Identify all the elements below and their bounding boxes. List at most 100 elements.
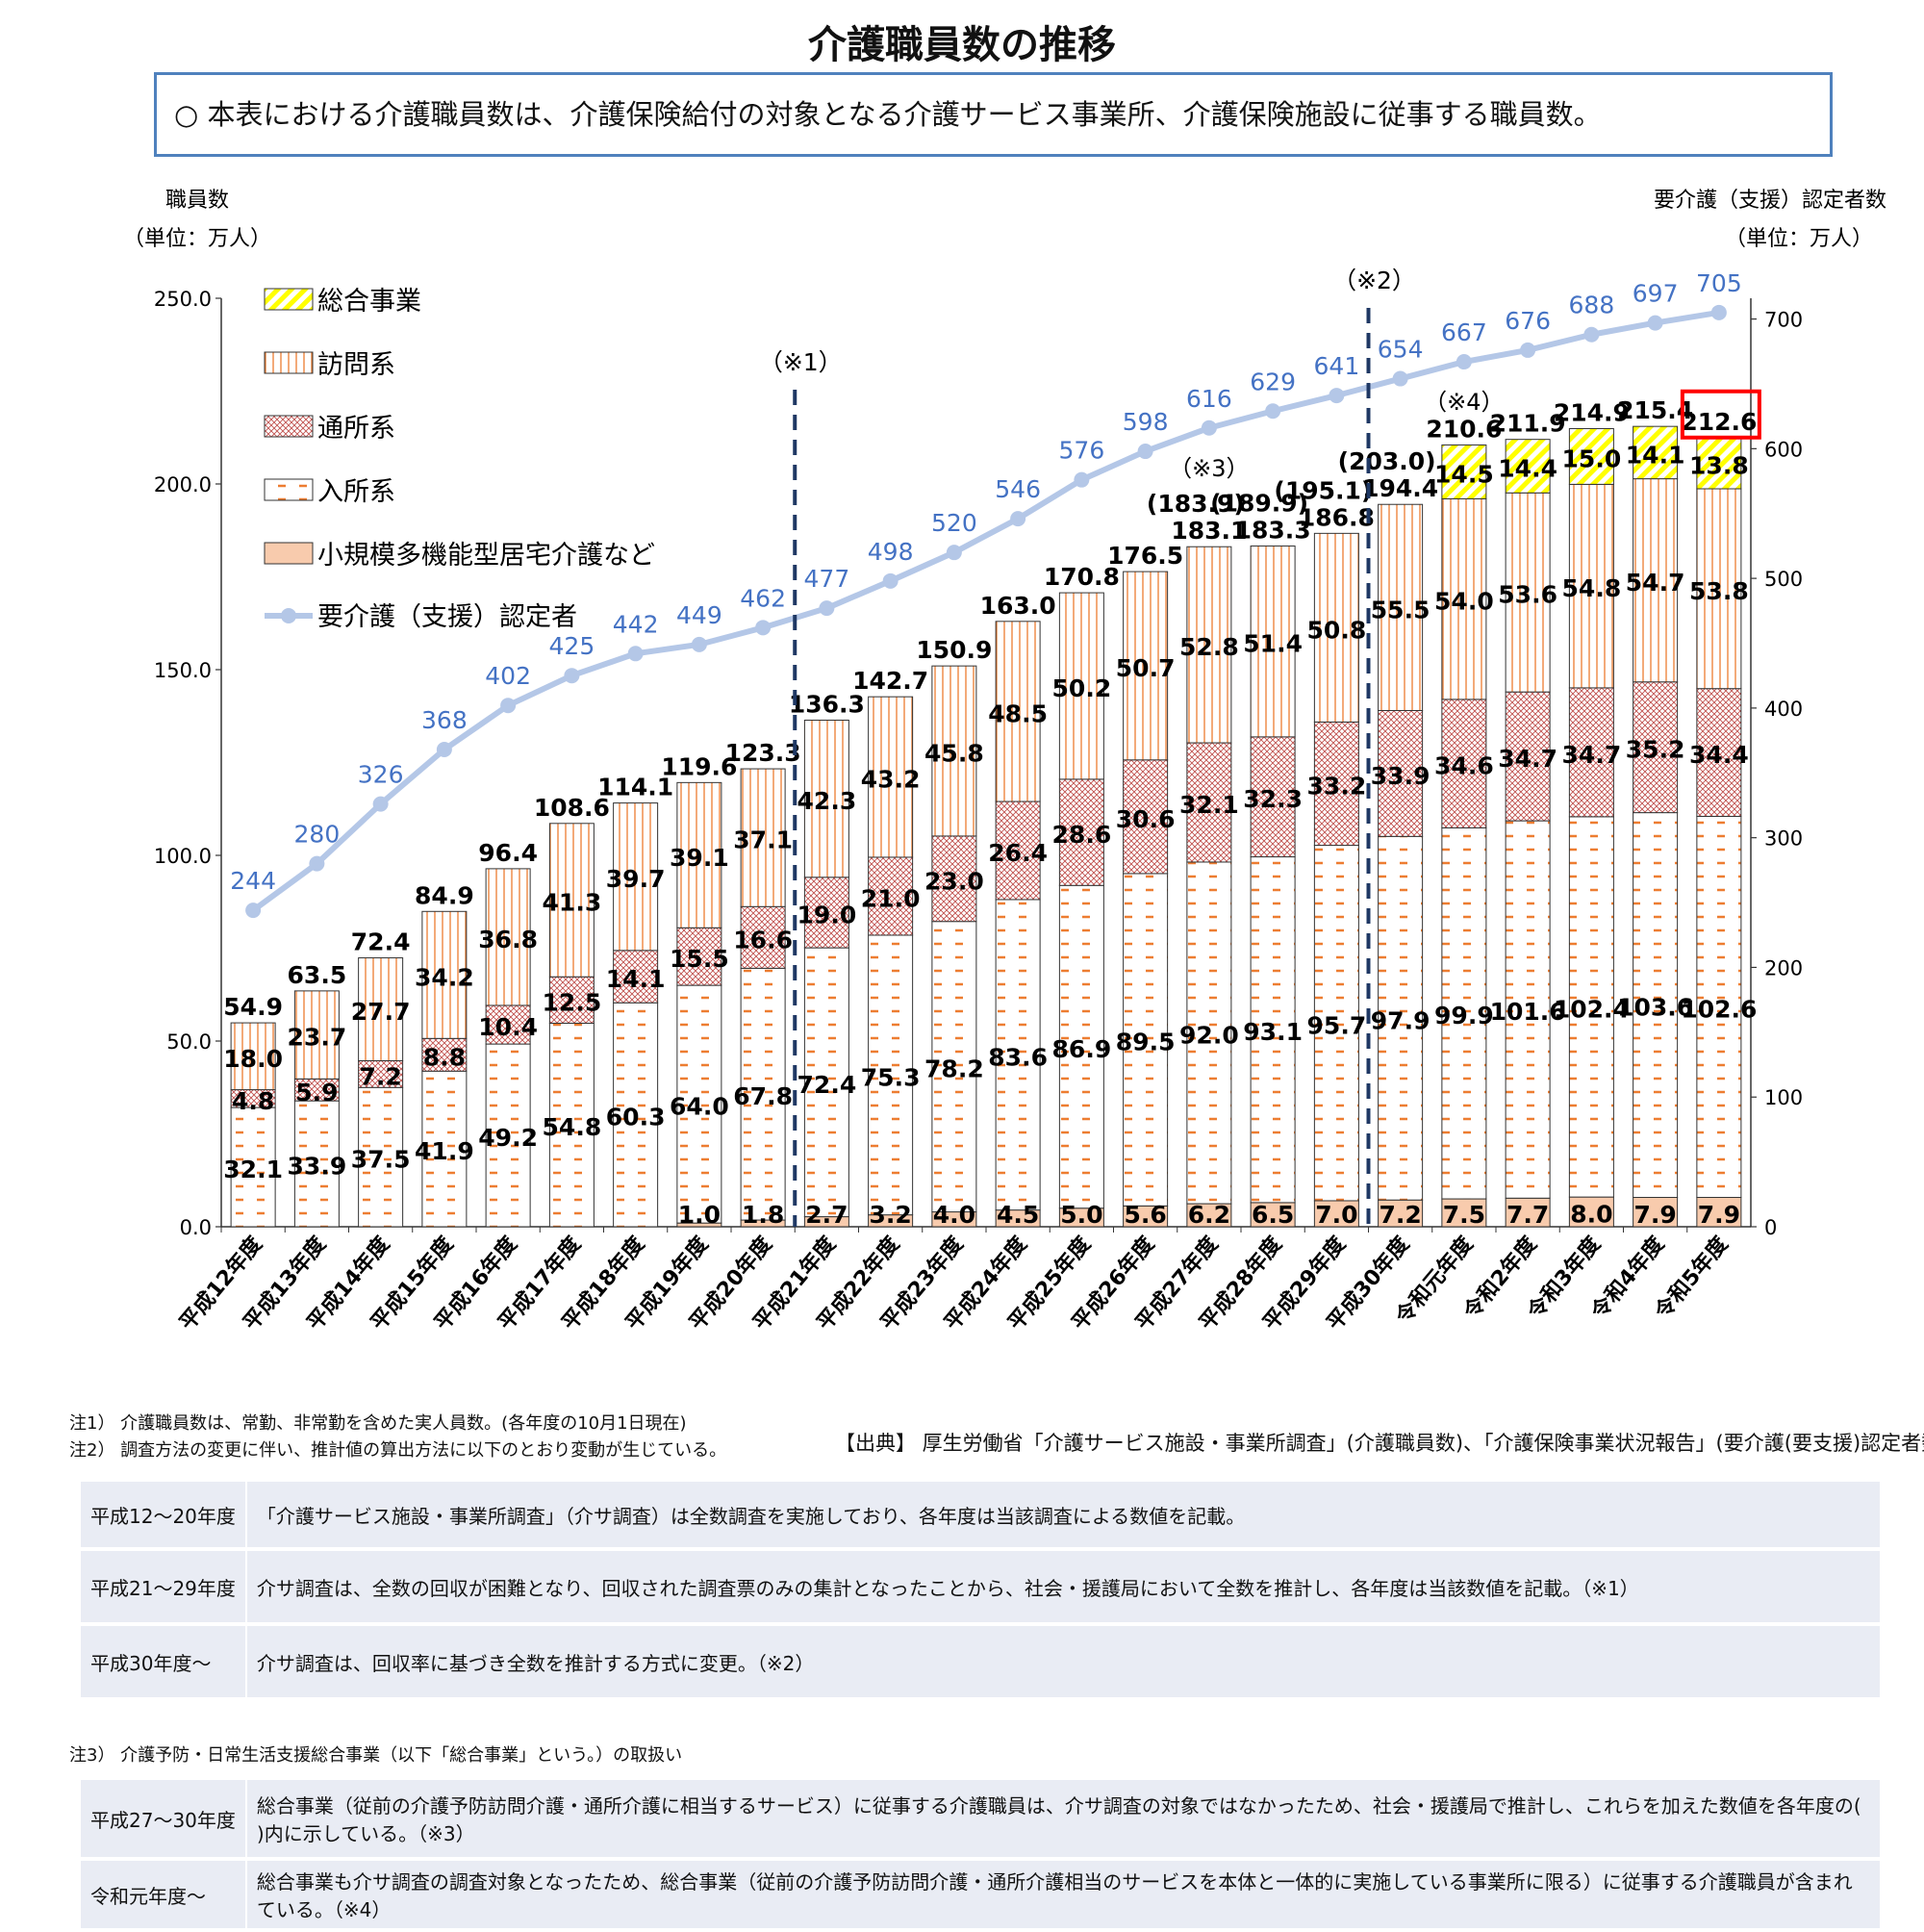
bar-value-label: 8.8	[423, 1043, 466, 1071]
bar-segment	[358, 1086, 404, 1228]
line-value-label: 244	[230, 867, 276, 895]
bar-value-label: 54.7	[1626, 569, 1685, 597]
bar-value-label: 5.9	[295, 1079, 338, 1106]
bar-value-label: 50.7	[1116, 654, 1176, 682]
line-point	[1710, 304, 1727, 320]
bar-value-label: 4.8	[232, 1087, 274, 1115]
bar-value-label: 34.6	[1434, 752, 1494, 780]
bar-value-label: 3.2	[869, 1201, 911, 1229]
bar-value-label: 7.9	[1633, 1201, 1676, 1229]
table-value: 介サ調査は、全数の回収が困難となり、回収された調査票のみの集計となったことから、…	[245, 1549, 1880, 1624]
bar-segment	[740, 905, 786, 969]
bar-paren-total-label: (189.9)	[1210, 489, 1308, 517]
bar-value-label: 7.7	[1506, 1201, 1549, 1229]
y-right-tick-label: 300	[1764, 827, 1803, 851]
bar-segment	[1568, 1196, 1614, 1228]
bar-value-label: 37.5	[351, 1146, 411, 1174]
bar-segment	[1313, 532, 1359, 723]
bar-segment	[485, 868, 531, 1006]
bar-value-label: 41.3	[543, 889, 602, 917]
line-point	[372, 796, 389, 812]
bar-segment	[868, 696, 914, 858]
bar-value-label: 18.0	[223, 1045, 283, 1073]
bar-value-label: 14.5	[1434, 460, 1494, 488]
bar-segment	[1250, 545, 1296, 738]
bar-total-label: 186.8	[1299, 503, 1375, 531]
y-right-tick-label: 700	[1764, 309, 1803, 332]
line-point	[1265, 403, 1281, 419]
bar-value-label: 35.2	[1626, 736, 1685, 764]
line-point	[755, 620, 772, 636]
highlight-box	[1680, 389, 1761, 440]
line-point	[309, 855, 325, 872]
bar-value-label: 52.8	[1179, 633, 1239, 661]
bar-segment	[1505, 1197, 1551, 1228]
bar-segment	[995, 801, 1041, 901]
line-point	[245, 902, 262, 919]
table-row: 平成27～30年度 総合事業（従前の介護予防訪問介護・通所介護に相当するサービス…	[81, 1780, 1880, 1859]
source-note: 【出典】 厚生労働省「介護サービス施設・事業所調査」(介護職員数)、「介護保険事…	[835, 1432, 1924, 1455]
bar-value-label: 7.2	[1379, 1201, 1421, 1229]
data-labels: 32.1 4.8 18.0 54.9 33.9 5.9 23.7 63.5 37.5 7.2 27.…	[223, 267, 1761, 1229]
bar-value-label: 23.0	[924, 867, 984, 895]
legend-swatch	[264, 288, 314, 311]
bar-value-label: 103.6	[1617, 994, 1693, 1022]
line-value-label: 598	[1123, 408, 1169, 436]
line-series: 244 280 326 368 402 425 442 449 462 477 498 520 546 5…	[230, 269, 1742, 919]
bar-value-label: 1.0	[678, 1201, 721, 1229]
line-value-label: 368	[421, 706, 468, 734]
line-value-label: 688	[1569, 292, 1615, 319]
bar-value-label: 15.0	[1562, 445, 1622, 472]
bar-value-label: 7.5	[1443, 1201, 1485, 1229]
bar-value-label: 39.1	[670, 844, 729, 872]
legend-label: 小規模多機能型居宅介護など	[317, 541, 655, 571]
table-key: 平成21～29年度	[81, 1549, 247, 1624]
line-value-label: 462	[740, 584, 786, 612]
y-left-tick-label: 50.0	[166, 1030, 212, 1054]
bar-segment	[1696, 815, 1742, 1199]
line-value-label: 546	[995, 475, 1041, 503]
line-value-label: 449	[676, 601, 722, 629]
line-point	[1010, 511, 1026, 527]
bar-total-label: 176.5	[1107, 542, 1183, 570]
line-value-label: 676	[1505, 307, 1551, 335]
bar-value-label: 28.6	[1052, 821, 1112, 849]
bar-value-label: 51.4	[1243, 630, 1303, 658]
bar-segment	[421, 910, 468, 1039]
table-row: 令和元年度～ 総合事業も介サ調査の調査対象となったため、総合事業（従前の介護予防…	[81, 1859, 1880, 1930]
bar-value-label: 32.1	[223, 1156, 283, 1183]
bar-value-label: 7.0	[1315, 1201, 1357, 1229]
bar-value-label: 54.0	[1434, 588, 1494, 616]
bar-segment	[1441, 444, 1487, 499]
line-value-label: 697	[1633, 280, 1679, 308]
bar-value-label: 33.9	[1371, 762, 1430, 790]
line-point	[882, 572, 899, 589]
bar-segment	[1633, 681, 1679, 814]
bar-segment	[485, 1043, 531, 1228]
note-2: 注2） 調査方法の変更に伴い、推計値の算出方法に以下のとおり変動が生じている。	[69, 1440, 727, 1461]
y-left-label-1: 職員数	[165, 189, 229, 213]
bar-segment	[1058, 884, 1104, 1209]
bar-segment	[803, 719, 849, 878]
bar-value-label: 21.0	[861, 884, 921, 912]
line-path	[251, 309, 1720, 913]
legend-swatch	[264, 351, 314, 374]
bar-segment	[293, 990, 340, 1080]
bar-value-label: 72.4	[797, 1071, 857, 1099]
bar-total-label: 211.9	[1490, 410, 1566, 438]
bar-segment	[1058, 778, 1104, 886]
bar-paren-total-label: (203.0)	[1338, 447, 1436, 475]
bar-segment	[1058, 592, 1104, 780]
bar-segment	[613, 802, 659, 952]
table-key: 平成27～30年度	[81, 1780, 247, 1859]
bar-total-label: 63.5	[288, 961, 347, 989]
y-left-tick-label: 200.0	[154, 473, 212, 496]
legend-swatch	[264, 478, 314, 501]
bar-paren-total-label: (183.9)	[1147, 490, 1245, 518]
line-point	[691, 636, 707, 652]
bar-value-label: 50.2	[1052, 674, 1112, 702]
bar-segment	[613, 950, 659, 1004]
bar-value-label: 97.9	[1371, 1006, 1430, 1034]
table-key: 平成12～20年度	[81, 1482, 247, 1549]
